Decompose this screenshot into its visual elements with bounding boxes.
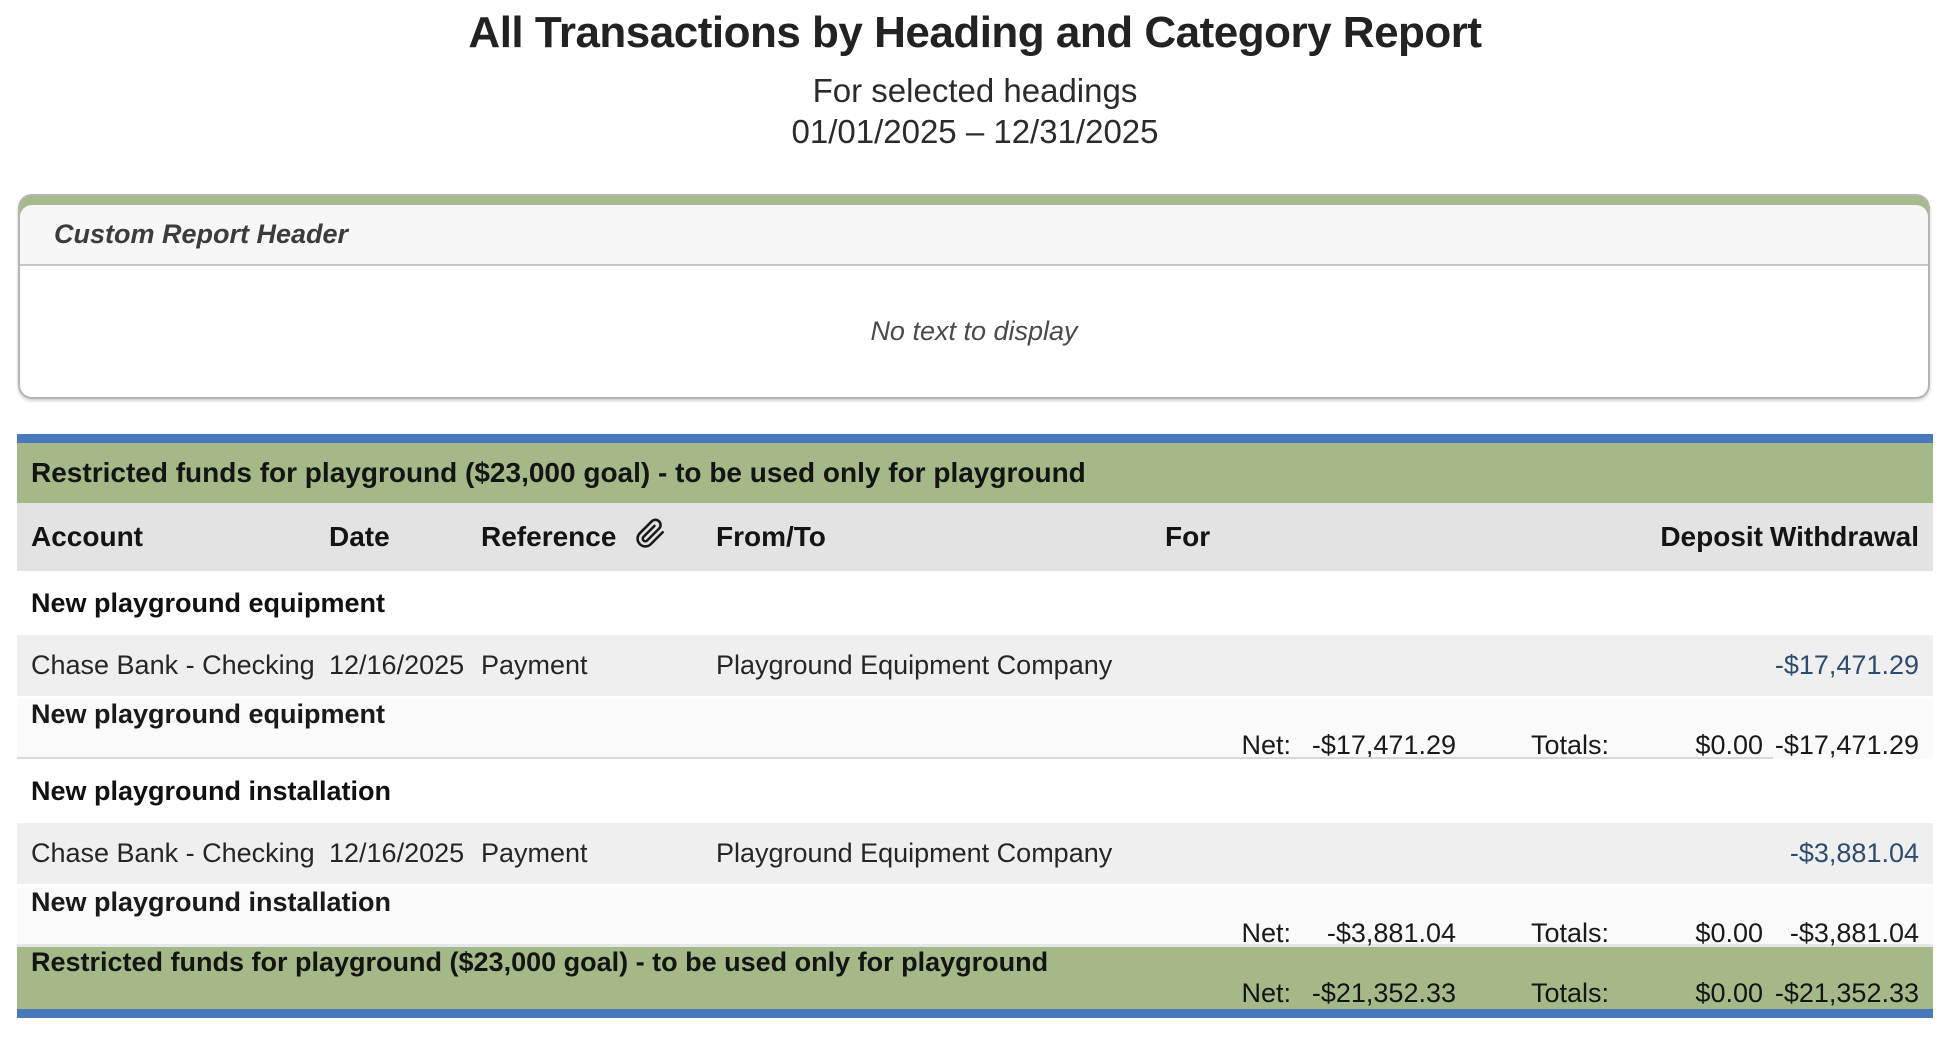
net-amount: -$3,881.04 [1326,918,1456,948]
category-title: New playground installation [31,775,392,806]
totals-label: Totals: [1530,730,1609,760]
totals-withdrawal: -$3,881.04 [1789,918,1919,948]
report-header: All Transactions by Heading and Category… [0,8,1950,152]
net-amount: -$21,352.33 [1311,978,1456,1008]
table-bottom-accent-bar [17,1009,1933,1018]
report-date-range: 01/01/2025 – 12/31/2025 [791,113,1159,150]
total-row-label: Restricted funds for playground ($23,000… [31,947,1049,977]
txn-from-to: Playground Equipment Company [716,838,1113,868]
txn-account: Chase Bank - Checking [31,650,315,680]
column-header-date: Date [329,521,390,552]
category-title-row: New playground installation [17,759,1933,823]
custom-report-header-panel: Custom Report Header No text to display [18,194,1930,399]
paperclip-icon [635,518,716,556]
column-header-account: Account [31,521,143,552]
panel-title: Custom Report Header [20,205,1928,266]
category-title-row: New playground equipment [17,571,1933,635]
column-header-deposit: Deposit [1660,521,1763,552]
net-row-label: New playground equipment [31,699,386,729]
net-label: Net: [1241,730,1291,760]
totals-deposit: $0.00 [1695,978,1763,1008]
heading-section-label: Restricted funds for playground ($23,000… [31,457,1086,488]
txn-from-to: Playground Equipment Company [716,650,1113,680]
net-amount: -$17,471.29 [1311,730,1456,760]
heading-total-row: Restricted funds for playground ($23,000… [17,947,1933,1009]
panel-empty-message: No text to display [20,266,1928,397]
column-header-reference: Reference [481,521,617,552]
panel-green-strip: Custom Report Header [20,196,1928,266]
txn-withdrawal-amount-link[interactable]: -$3,881.04 [1789,838,1919,868]
totals-label: Totals: [1530,918,1609,948]
totals-label: Totals: [1530,978,1609,1008]
txn-withdrawal-amount-link[interactable]: -$17,471.29 [1774,650,1919,680]
txn-reference: Payment [481,650,588,680]
transactions-report-table: Restricted funds for playground ($23,000… [17,434,1933,1018]
category-title: New playground equipment [31,587,386,618]
totals-withdrawal: -$17,471.29 [1774,730,1919,760]
txn-reference: Payment [481,838,588,868]
net-label: Net: [1241,918,1291,948]
net-row-label: New playground installation [31,887,392,917]
column-header-for: For [1165,521,1211,552]
transaction-row: Chase Bank - Checking 12/16/2025 Payment… [17,823,1933,884]
heading-section-row: Restricted funds for playground ($23,000… [17,443,1933,503]
totals-deposit: $0.00 [1695,918,1763,948]
category-net-row: New playground installation Net: -$3,881… [17,884,1933,948]
totals-deposit: $0.00 [1695,730,1763,760]
txn-date: 12/16/2025 [329,838,465,868]
report-subtitle: For selected headings [812,72,1138,109]
table-top-accent-bar [17,434,1933,443]
net-label: Net: [1241,978,1291,1008]
txn-date: 12/16/2025 [329,650,465,680]
page-title: All Transactions by Heading and Category… [468,8,1482,57]
category-net-row: New playground equipment Net: -$17,471.2… [17,696,1933,760]
totals-withdrawal: -$21,352.33 [1774,978,1919,1008]
column-header-row: Account Date Reference From/To For Depos… [17,503,1933,571]
column-header-from-to: From/To [716,521,826,552]
txn-account: Chase Bank - Checking [31,838,315,868]
transaction-row: Chase Bank - Checking 12/16/2025 Payment… [17,635,1933,696]
column-header-withdrawal: Withdrawal [1769,521,1919,552]
